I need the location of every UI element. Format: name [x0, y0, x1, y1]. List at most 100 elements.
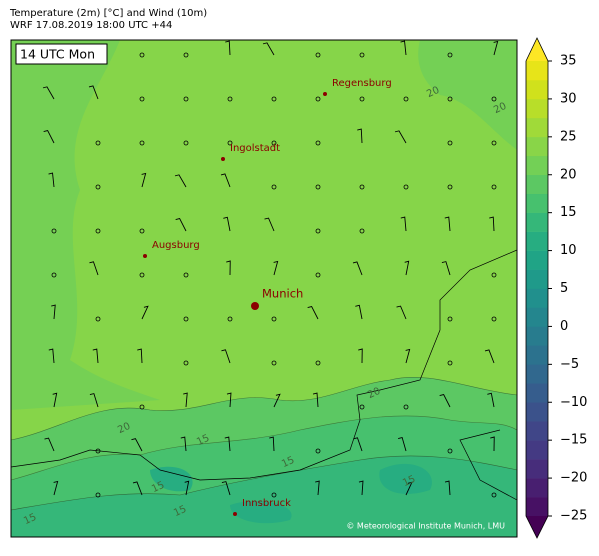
wind-barb	[444, 480, 451, 496]
colorbar-level	[526, 98, 548, 119]
colorbar-level	[526, 250, 548, 270]
calm-marker	[183, 140, 189, 146]
calm-marker	[359, 184, 365, 190]
calm-marker	[183, 52, 189, 58]
colorbar-level	[526, 421, 548, 441]
calm-marker	[95, 448, 101, 454]
wind-barb	[358, 348, 363, 364]
calm-marker	[403, 96, 409, 102]
calm-marker	[315, 140, 321, 146]
temp-area	[418, 40, 517, 150]
wind-barb	[396, 305, 407, 320]
calm-marker	[139, 52, 145, 58]
wind-barb	[183, 392, 188, 408]
wind-barb	[174, 174, 187, 188]
wind-barb	[484, 349, 495, 364]
colorbar-level	[526, 136, 548, 157]
wind-barb	[180, 436, 187, 452]
wind-barb	[307, 306, 319, 320]
calm-marker	[447, 360, 453, 366]
copyright: © Meteorological Institute Munich, LMU	[346, 522, 505, 531]
colorbar-level	[526, 212, 548, 232]
map-frame	[10, 39, 518, 538]
wind-barb	[405, 481, 413, 496]
wind-barb	[42, 86, 55, 100]
colorbar-level	[526, 307, 548, 327]
city-dot	[143, 254, 147, 258]
wind-barb	[89, 261, 99, 276]
colorbar-tick-label: −20	[560, 471, 587, 486]
time-box	[15, 43, 108, 65]
colorbar-tick-label: −25	[560, 509, 587, 524]
calm-marker	[51, 228, 57, 234]
calm-marker	[227, 140, 233, 146]
calm-marker	[271, 96, 277, 102]
calm-marker	[139, 228, 145, 234]
wind-barb	[273, 393, 281, 408]
wind-barb	[88, 85, 99, 100]
calm-marker	[447, 184, 453, 190]
calm-marker	[359, 404, 365, 410]
wind-barb	[184, 480, 190, 496]
colorbar-tick-label: −5	[560, 357, 579, 372]
calm-marker	[183, 360, 189, 366]
contour-label: 20	[492, 101, 508, 116]
title: Temperature (2m) [°C] and Wind (10m)	[9, 8, 207, 19]
calm-marker	[403, 404, 409, 410]
colorbar-level	[526, 402, 548, 422]
colorbar-level	[526, 61, 548, 81]
colorbar: 35 30 25 20 15 10 5 0 −5 −10 −15 −20 −25	[525, 37, 587, 539]
border	[11, 249, 517, 481]
calm-marker	[315, 448, 321, 454]
calm-marker	[227, 96, 233, 102]
calm-marker	[315, 52, 321, 58]
wind-barb	[352, 261, 363, 276]
wind-barb	[357, 128, 363, 144]
wind-barb	[398, 436, 407, 452]
wind-barb	[175, 218, 187, 232]
wind-barb	[269, 436, 275, 452]
border	[459, 429, 517, 501]
wind-barb	[400, 40, 407, 56]
calm-marker	[183, 272, 189, 278]
wind-barb	[51, 304, 56, 320]
wind-barb	[92, 348, 99, 364]
city-label: Munich	[262, 287, 303, 301]
calm-marker	[271, 316, 277, 322]
wind-barb	[490, 436, 495, 452]
calm-marker	[491, 96, 497, 102]
map: 20 20 20 20 15 15 15 15 15 15 Regensburg Ingolstad…	[11, 40, 517, 537]
colorbar-level	[526, 383, 548, 403]
wind-barb	[405, 348, 411, 364]
contour-label: 20	[116, 421, 132, 436]
wind-barb	[131, 438, 143, 452]
calm-marker	[95, 140, 101, 146]
wind-barb	[226, 260, 231, 276]
calm-marker	[491, 272, 497, 278]
calm-marker	[359, 96, 365, 102]
city-label: Innsbruck	[242, 498, 291, 509]
calm-marker	[271, 184, 277, 190]
wind-barb	[262, 42, 275, 56]
contour-label: 15	[280, 455, 296, 470]
wind-barb	[444, 216, 451, 232]
colorbar-tick-label: −10	[560, 395, 587, 410]
wind-barb	[43, 130, 55, 144]
calm-marker	[95, 316, 101, 322]
colorbar-level	[526, 364, 548, 384]
contour-label: 15	[195, 433, 211, 448]
wind-barb	[273, 260, 279, 276]
wind-barb	[224, 436, 231, 452]
calm-marker	[139, 404, 145, 410]
city-label: Regensburg	[332, 78, 392, 89]
contour-labels: 20 20 20 20 15 15 15 15 15 15	[22, 85, 508, 527]
calm-marker	[315, 96, 321, 102]
colorbar-level	[526, 155, 548, 176]
calm-marker	[183, 316, 189, 322]
colorbar-tick-label: −15	[560, 433, 587, 448]
calm-marker	[491, 140, 497, 146]
wind-barb	[493, 40, 499, 56]
wind-barb	[400, 216, 407, 232]
calm-marker	[227, 316, 233, 322]
colorbar-tick-label: 20	[560, 167, 577, 182]
